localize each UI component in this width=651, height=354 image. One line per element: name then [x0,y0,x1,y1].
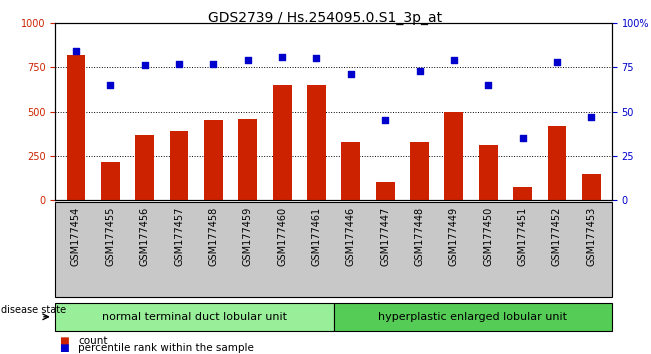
Text: GSM177456: GSM177456 [140,207,150,266]
Point [71,48,81,54]
Text: GDS2739 / Hs.254095.0.S1_3p_at: GDS2739 / Hs.254095.0.S1_3p_at [208,11,443,25]
Point [552,59,562,65]
Text: GSM177460: GSM177460 [277,207,287,266]
Point [586,114,596,120]
Text: GSM177455: GSM177455 [105,207,115,266]
Point [380,118,391,123]
Text: normal terminal duct lobular unit: normal terminal duct lobular unit [102,312,287,322]
Point [174,61,184,67]
Text: disease state: disease state [1,306,66,315]
Text: GSM177446: GSM177446 [346,207,356,266]
Text: GSM177453: GSM177453 [587,207,596,266]
Bar [307,85,326,200]
Point [483,82,493,88]
Text: GSM177451: GSM177451 [518,207,527,266]
Point [518,135,528,141]
Text: GSM177449: GSM177449 [449,207,459,266]
Text: GSM177457: GSM177457 [174,207,184,266]
Text: count: count [78,336,107,346]
Text: percentile rank within the sample: percentile rank within the sample [78,343,254,353]
Point [243,57,253,63]
Bar [478,145,498,200]
Bar [238,119,257,200]
Bar [547,126,566,200]
Bar [513,187,532,200]
Point [449,57,459,63]
Bar [101,162,120,200]
Text: GSM177447: GSM177447 [380,207,390,266]
Text: GSM177461: GSM177461 [311,207,322,266]
Bar [376,182,395,200]
Bar [169,131,189,200]
Point [277,54,287,59]
Text: GSM177450: GSM177450 [483,207,493,266]
Point [105,82,115,88]
Point [414,68,424,74]
Bar [341,142,360,200]
Point [208,61,219,67]
Bar [204,120,223,200]
Bar [582,175,601,200]
Text: GSM177452: GSM177452 [552,207,562,266]
Bar [66,55,85,200]
Text: GSM177458: GSM177458 [208,207,218,266]
Point [346,72,356,77]
Text: GSM177459: GSM177459 [243,207,253,266]
Bar [410,142,429,200]
Text: hyperplastic enlarged lobular unit: hyperplastic enlarged lobular unit [378,312,567,322]
Bar [445,112,464,200]
Point [311,56,322,61]
Text: ■: ■ [59,343,68,353]
Bar [135,135,154,200]
Point [139,63,150,68]
Text: GSM177454: GSM177454 [71,207,81,266]
Text: GSM177448: GSM177448 [415,207,424,266]
Text: ■: ■ [59,336,68,346]
Bar [273,85,292,200]
